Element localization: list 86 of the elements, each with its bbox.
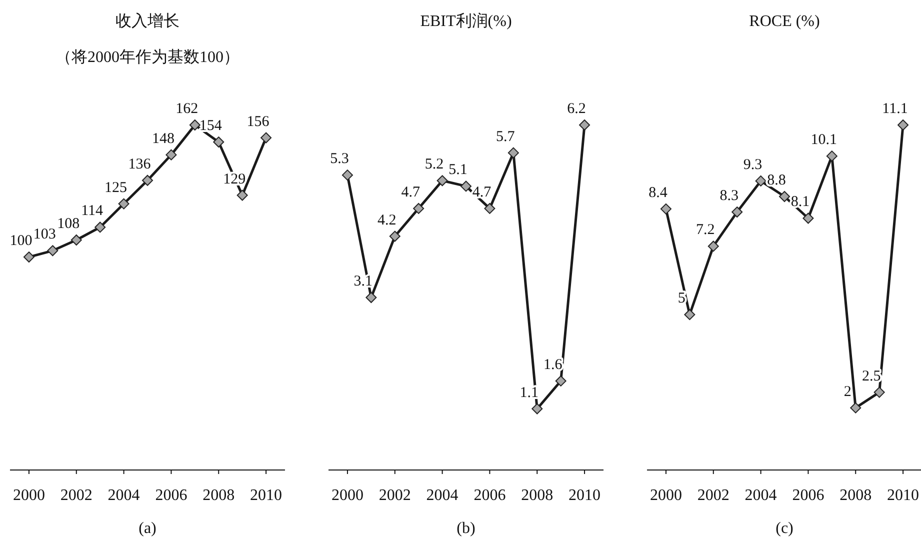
x-tick-label: 2002 [60, 487, 92, 504]
x-tick-label: 2006 [792, 487, 824, 504]
point [366, 292, 377, 303]
point [413, 202, 424, 214]
point [755, 175, 766, 186]
point [484, 202, 496, 214]
data-label: 136 [128, 156, 152, 172]
point [436, 175, 448, 186]
point [70, 234, 82, 246]
data-label: 108 [57, 216, 80, 232]
data-label: 154 [199, 118, 222, 134]
data-label: 11.1 [882, 101, 908, 117]
x-tick-label: 2008 [202, 487, 235, 504]
point [826, 150, 838, 162]
point [898, 120, 909, 130]
x-tick-label: 2000 [12, 487, 45, 504]
data-label: 148 [152, 130, 174, 147]
point [47, 245, 58, 256]
x-axis-title: (c) [776, 520, 794, 537]
data-label: 114 [81, 203, 104, 220]
data-label: 103 [33, 226, 56, 243]
point [555, 375, 566, 386]
point [874, 386, 885, 398]
x-tick-label: 2010 [568, 487, 601, 504]
point [684, 309, 696, 320]
data-label: 4.7 [472, 184, 492, 200]
data-label: 5.3 [330, 151, 349, 168]
point [708, 240, 719, 252]
point [779, 190, 790, 202]
point [732, 206, 743, 218]
data-label: 4.2 [378, 212, 396, 228]
x-tick-label: 2010 [887, 487, 920, 504]
data-label: 8.8 [767, 172, 786, 188]
chart-title: ROCE (%) [749, 13, 820, 30]
data-label: 8.4 [648, 184, 668, 201]
point [166, 149, 177, 160]
x-tick-label: 2004 [744, 487, 777, 504]
data-label: 9.3 [743, 156, 762, 173]
x-tick-label: 2006 [155, 487, 188, 504]
point [802, 212, 814, 224]
point [94, 222, 106, 233]
data-label: 5.1 [448, 162, 468, 178]
point [142, 174, 153, 186]
point [532, 403, 543, 414]
data-label: 5.7 [496, 128, 516, 145]
point [342, 170, 353, 181]
point [236, 190, 248, 201]
data-label: 10.1 [810, 132, 838, 148]
point [189, 120, 200, 130]
data-label: 162 [176, 101, 198, 117]
point [660, 203, 672, 214]
data-label: 7.2 [696, 222, 715, 238]
point [508, 147, 519, 158]
x-tick-label: 2008 [521, 487, 554, 504]
x-axis-title: (a) [138, 520, 156, 537]
x-tick-label: 2004 [426, 487, 458, 504]
point [579, 120, 590, 130]
point [460, 180, 472, 192]
chart-subtitle: （将2000年作为基数100） [56, 48, 240, 66]
x-tick-label: 2000 [650, 487, 682, 504]
x-tick-label: 2004 [108, 487, 140, 504]
point [213, 136, 224, 148]
data-label: 100 [10, 233, 32, 250]
x-tick-label: 2000 [331, 487, 364, 504]
chart-title: EBIT利润(%) [420, 12, 512, 30]
point [850, 402, 862, 414]
data-label: 156 [246, 114, 270, 130]
chart-title: 收入增长 [116, 12, 180, 30]
x-tick-label: 2002 [378, 487, 411, 504]
x-tick-label: 2006 [474, 487, 506, 504]
data-label: 8.1 [790, 194, 810, 210]
point [23, 252, 34, 263]
data-label: 6.2 [567, 101, 586, 117]
x-tick-label: 2010 [250, 487, 282, 504]
data-label: 5 [678, 290, 686, 307]
x-axis-title: (b) [456, 520, 476, 537]
data-label: 4.7 [401, 184, 420, 200]
x-tick-label: 2008 [840, 487, 872, 504]
data-label: 2 [844, 384, 852, 400]
point [260, 132, 272, 144]
data-label: 8.3 [720, 188, 738, 204]
point [118, 198, 130, 210]
x-tick-label: 2002 [697, 487, 730, 504]
point [389, 230, 400, 242]
data-label: 5.2 [424, 156, 444, 173]
data-label: 125 [104, 180, 128, 196]
